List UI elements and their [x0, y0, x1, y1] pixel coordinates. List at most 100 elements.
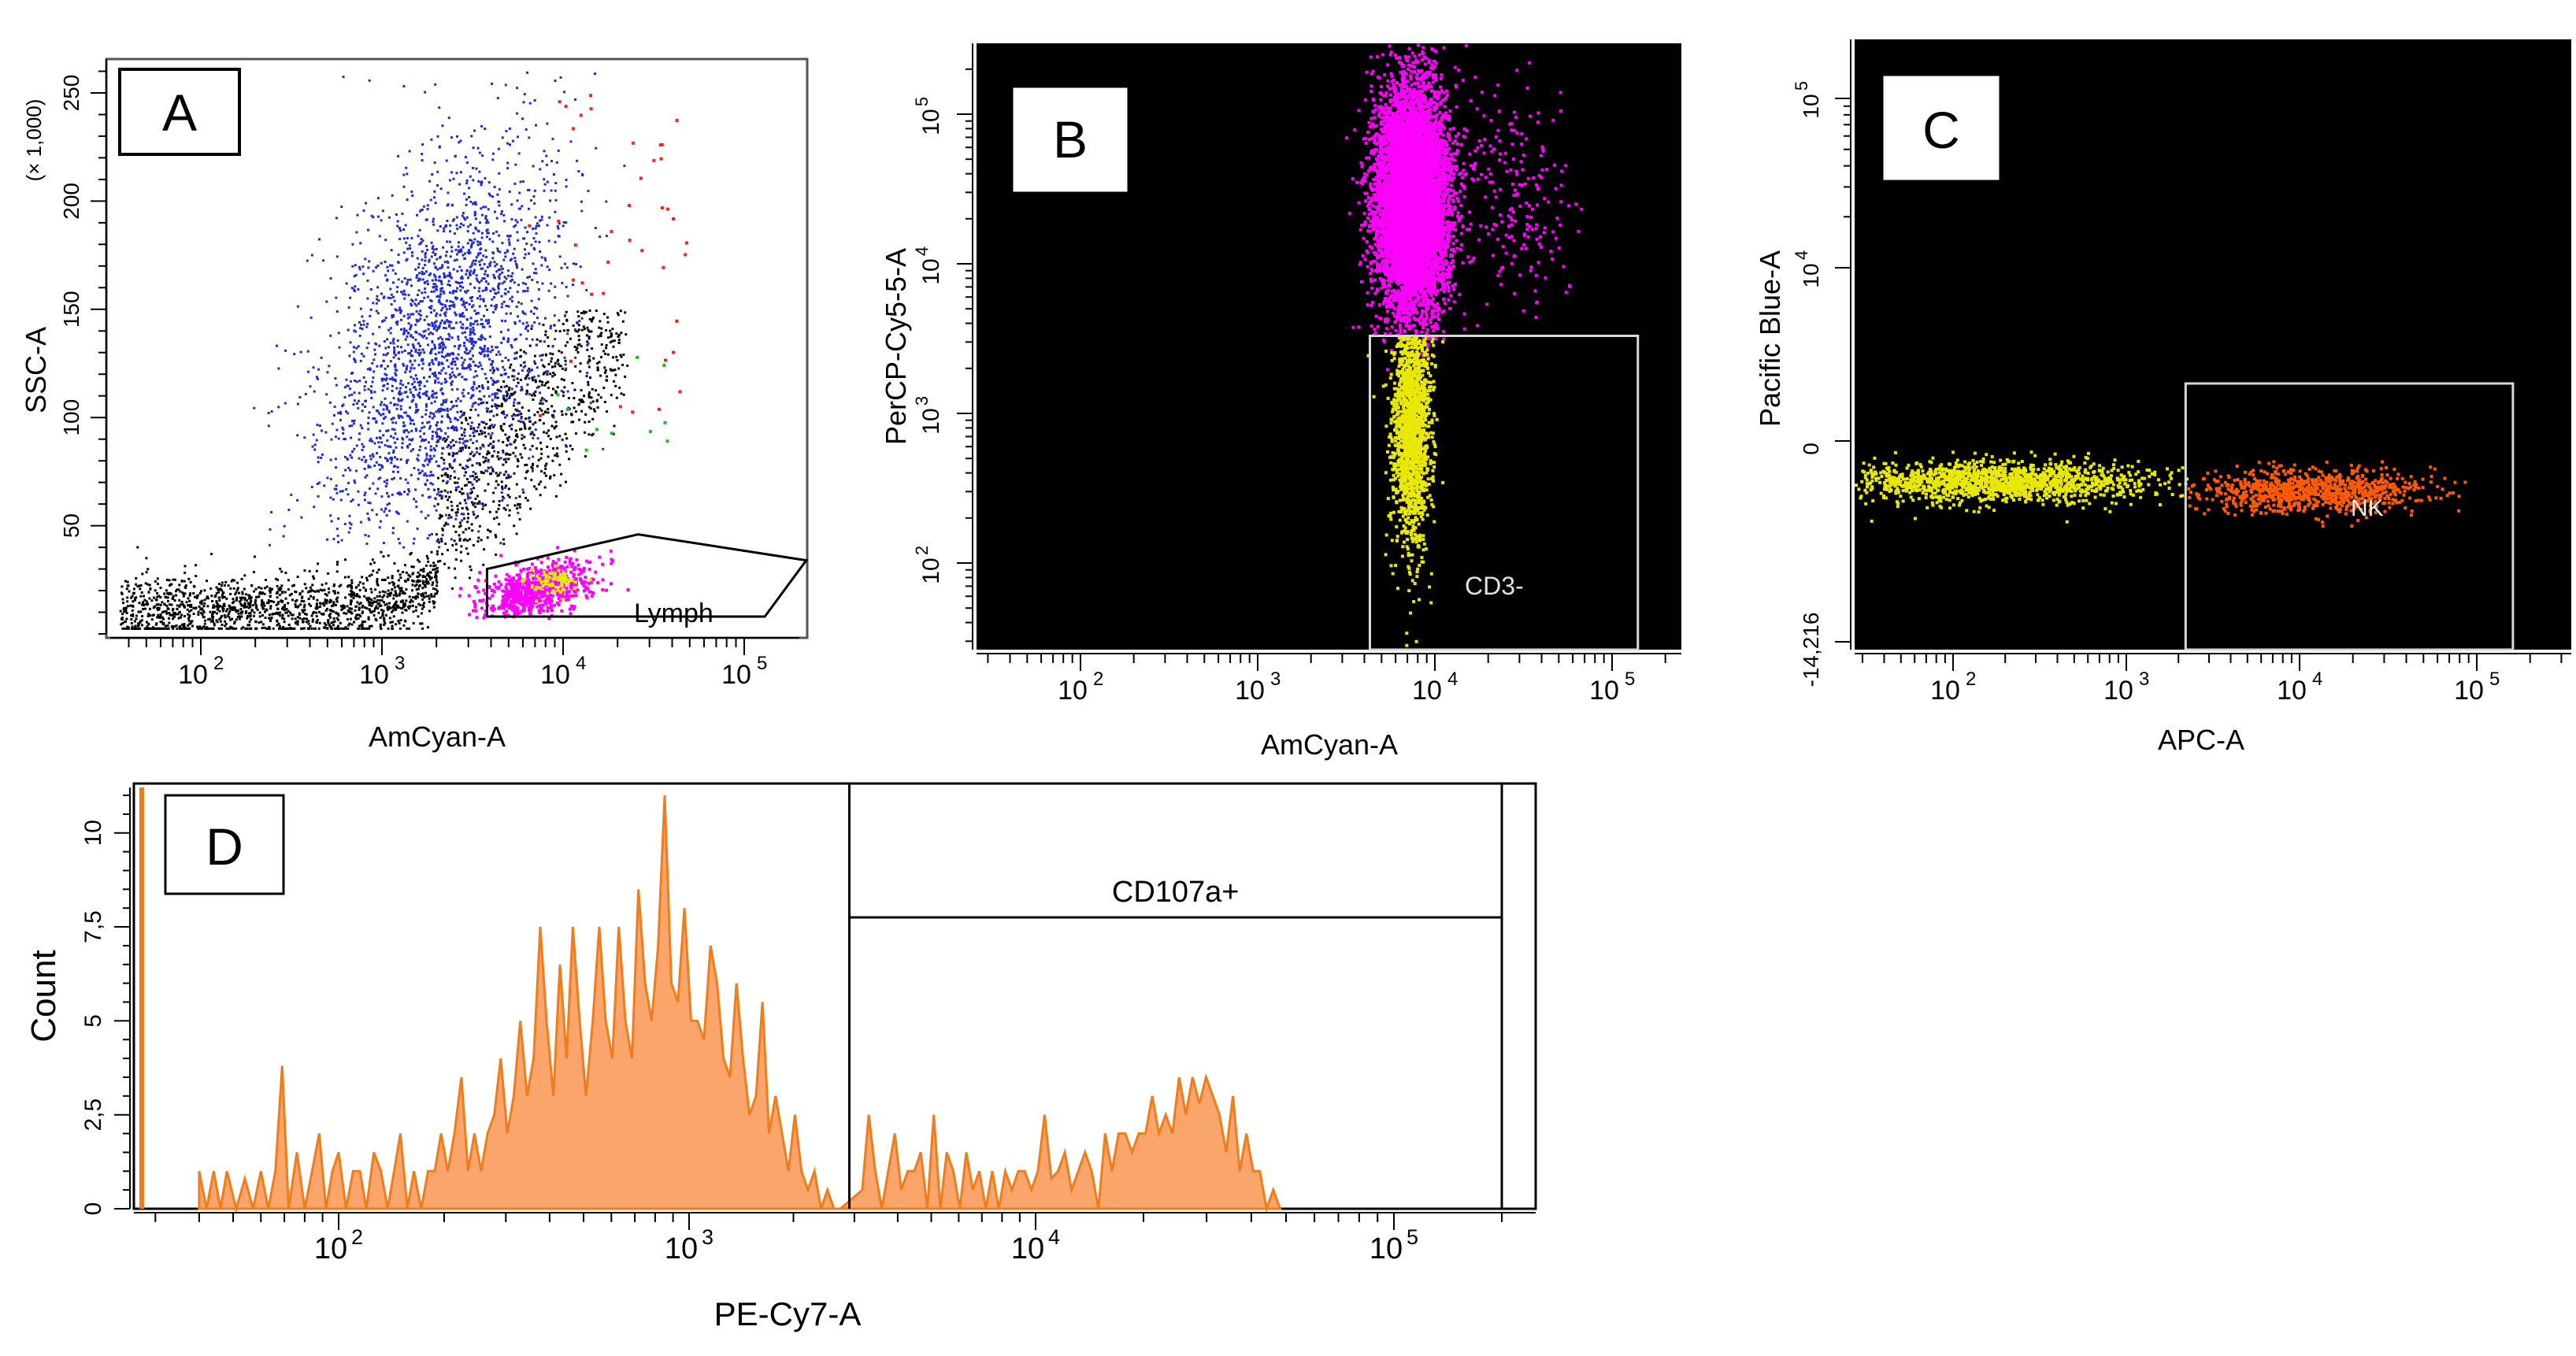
event-dot [243, 606, 246, 609]
event-dot [375, 343, 378, 346]
event-dot [454, 486, 458, 489]
event-dot [513, 257, 517, 260]
event-dot [432, 328, 436, 331]
event-dot [556, 546, 560, 550]
event-dot [417, 313, 421, 316]
event-dot [529, 507, 532, 510]
event-dot [369, 587, 373, 591]
event-dot [321, 429, 323, 432]
event-dot [413, 498, 416, 501]
event-dot [393, 476, 395, 480]
event-dot [347, 306, 350, 309]
event-dot [465, 502, 468, 505]
event-dot [462, 302, 465, 305]
event-dot [512, 417, 515, 421]
event-dot [565, 266, 569, 269]
event-dot [534, 379, 537, 382]
event-dot [416, 458, 419, 461]
event-dot [540, 383, 543, 387]
event-dot [455, 404, 458, 407]
event-dot [554, 80, 557, 82]
event-dot [553, 324, 556, 327]
event-dot [298, 617, 302, 620]
event-dot [313, 443, 317, 446]
event-dot [536, 447, 538, 450]
event-dot [223, 605, 226, 607]
event-dot [380, 627, 383, 630]
event-dot [278, 589, 281, 592]
event-dot [389, 360, 392, 363]
event-dot [326, 607, 328, 610]
event-dot [431, 247, 434, 250]
event-dot [421, 358, 424, 361]
event-dot [301, 618, 304, 621]
event-dot [516, 87, 519, 90]
event-dot [532, 392, 536, 395]
event-dot [415, 429, 418, 432]
event-dot [125, 587, 128, 591]
event-dot [359, 242, 362, 245]
event-dot [361, 604, 365, 607]
event-dot [402, 332, 405, 335]
event-dot [558, 350, 561, 353]
event-dot [335, 484, 338, 487]
event-dot [335, 563, 339, 566]
event-dot [461, 531, 465, 534]
event-dot [562, 379, 565, 382]
event-dot [399, 476, 402, 480]
event-dot [433, 488, 436, 491]
event-dot [518, 191, 521, 195]
event-dot [370, 604, 373, 607]
event-dot [321, 453, 324, 456]
event-dot [373, 417, 376, 421]
event-dot [473, 427, 476, 430]
event-dot [412, 313, 415, 316]
event-dot [430, 241, 433, 244]
event-dot [394, 602, 397, 605]
event-dot [351, 498, 354, 502]
event-dot [459, 446, 462, 450]
event-dot [448, 513, 450, 517]
event-dot [299, 350, 302, 354]
event-dot [353, 275, 356, 278]
event-dot [358, 391, 361, 395]
event-dot [461, 212, 465, 214]
event-dot [372, 216, 375, 219]
event-dot [601, 578, 605, 582]
event-dot [550, 405, 554, 408]
event-dot [495, 346, 498, 349]
event-dot [435, 287, 438, 291]
event-dot [448, 376, 451, 380]
event-dot [519, 349, 522, 352]
event-dot [175, 590, 177, 593]
event-dot [392, 314, 395, 317]
event-dot [287, 627, 290, 630]
event-dot [480, 318, 483, 321]
event-dot [261, 606, 265, 609]
event-dot [139, 595, 143, 598]
event-dot [376, 580, 379, 583]
event-dot [543, 183, 547, 186]
event-dot [215, 586, 218, 589]
event-dot [476, 254, 480, 257]
event-dot [613, 380, 616, 383]
event-dot [401, 350, 404, 354]
event-dot [248, 621, 251, 624]
event-dot [419, 278, 422, 281]
event-dot [547, 598, 551, 602]
event-dot [540, 264, 543, 267]
event-dot [557, 558, 561, 561]
event-dot [400, 291, 403, 294]
event-dot [228, 612, 230, 615]
event-dot [494, 394, 497, 397]
event-dot [361, 448, 364, 451]
event-dot [501, 282, 504, 285]
event-dot [497, 275, 500, 278]
event-dot [480, 398, 483, 401]
event-dot [575, 432, 577, 435]
event-dot [481, 336, 484, 339]
event-dot [396, 339, 399, 342]
event-dot [572, 575, 576, 579]
event-dot [458, 534, 461, 537]
event-dot [474, 476, 477, 479]
